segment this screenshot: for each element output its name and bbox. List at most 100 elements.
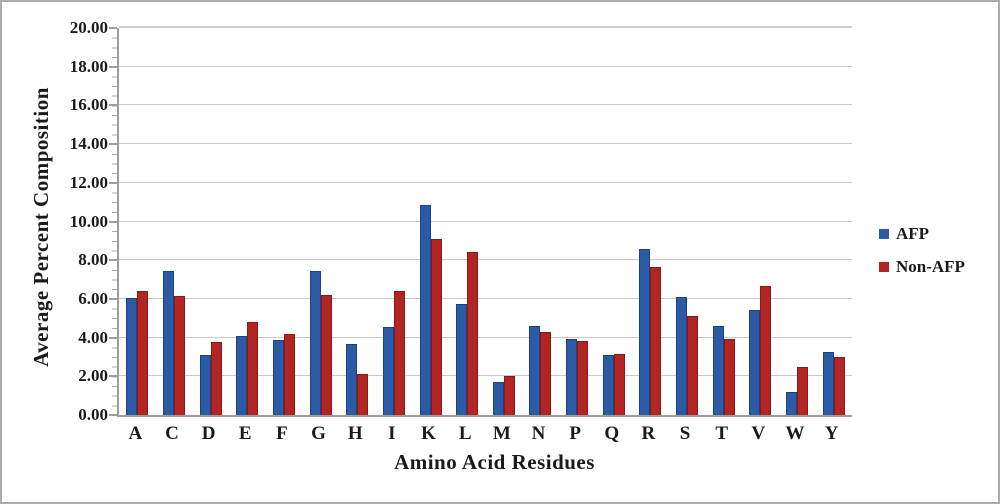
y-major-tick [109, 65, 117, 68]
gridline-16.00 [119, 104, 852, 106]
y-tick-label-0.00: 0.00 [78, 405, 108, 424]
x-tick-label-D: D [201, 423, 216, 444]
y-major-tick [109, 143, 117, 146]
legend-item-nonafp: Non-AFP [879, 257, 965, 277]
bar-afp-Q [602, 355, 614, 415]
bar-non-afp-I [393, 291, 405, 415]
bar-afp-R [639, 248, 651, 415]
bar-non-afp-H [357, 374, 369, 415]
y-major-tick [109, 297, 117, 300]
gridline-10.00 [119, 220, 852, 222]
x-tick-label-L: L [458, 423, 472, 444]
bar-afp-K [419, 205, 431, 415]
bar-non-afp-D [210, 342, 222, 415]
y-tick-label-20.00: 20.00 [69, 18, 108, 37]
bar-afp-F [272, 339, 284, 415]
bar-afp-E [236, 335, 248, 415]
bar-afp-L [456, 303, 468, 415]
bar-afp-C [162, 270, 174, 415]
y-tick-label-10.00: 10.00 [69, 211, 108, 231]
bar-non-afp-W [797, 366, 809, 415]
bar-afp-H [346, 344, 358, 415]
legend-item-afp: AFP [879, 224, 965, 244]
bar-afp-T [712, 326, 724, 415]
x-tick-label-Y: Y [824, 423, 839, 444]
x-tick-label-H: H [347, 423, 363, 444]
x-tick-label-R: R [641, 423, 656, 444]
x-tick-label-S: S [679, 423, 691, 444]
bar-afp-Y [822, 352, 834, 415]
x-tick-label-A: A [128, 423, 143, 444]
x-tick-label-C: C [165, 423, 179, 444]
x-tick-label-P: P [569, 423, 581, 444]
bar-afp-V [749, 309, 761, 415]
y-tick-label-6.00: 6.00 [78, 288, 108, 308]
bar-non-afp-E [247, 322, 259, 415]
bar-afp-S [676, 296, 688, 415]
bar-non-afp-G [320, 295, 332, 415]
y-major-tick [109, 27, 117, 29]
bar-afp-G [309, 270, 321, 415]
y-tick-label-12.00: 12.00 [69, 172, 108, 192]
bar-afp-N [529, 326, 541, 415]
bar-non-afp-A [137, 291, 149, 415]
x-axis-title: Amino Acid Residues [394, 450, 595, 474]
bar-afp-D [199, 355, 211, 415]
y-major-tick [109, 259, 117, 262]
legend-label-nonafp: Non-AFP [896, 257, 965, 276]
bar-afp-W [786, 391, 798, 415]
nonafp-swatch-icon [879, 262, 889, 272]
bar-non-afp-S [687, 316, 699, 415]
bar-afp-A [126, 297, 138, 415]
x-tick-label-V: V [751, 423, 766, 444]
y-tick-label-2.00: 2.00 [78, 366, 108, 386]
gridline-4.00 [119, 336, 852, 338]
y-tick-label-8.00: 8.00 [78, 250, 108, 270]
gridline-8.00 [119, 259, 852, 261]
bar-non-afp-N [540, 331, 552, 415]
bar-non-afp-Y [833, 356, 845, 415]
bar-non-afp-P [577, 340, 589, 415]
legend-label-afp: AFP [896, 224, 930, 243]
bar-non-afp-Q [613, 354, 625, 415]
x-tick-label-N: N [531, 423, 546, 444]
bar-afp-P [566, 338, 578, 415]
x-tick-label-K: K [421, 423, 436, 444]
y-major-tick [109, 336, 117, 339]
y-tick-label-4.00: 4.00 [78, 327, 108, 347]
x-tick-label-E: E [238, 423, 252, 444]
gridline-12.00 [119, 181, 852, 183]
bar-non-afp-K [430, 238, 442, 415]
y-major-tick [109, 414, 117, 416]
y-major-tick [109, 375, 117, 378]
bar-non-afp-C [173, 296, 185, 415]
gridline-20.00 [119, 26, 852, 28]
legend: AFP Non-AFP [879, 224, 965, 277]
bar-non-afp-T [723, 338, 735, 415]
y-tick-label-18.00: 18.00 [69, 56, 108, 76]
bar-non-afp-V [760, 286, 772, 415]
y-tick-label-16.00: 16.00 [69, 95, 108, 115]
x-tick-label-G: G [311, 423, 326, 444]
x-tick-label-W: W [785, 423, 805, 444]
x-tick-label-T: T [715, 423, 729, 444]
x-tick-label-F: F [276, 423, 288, 444]
x-tick-label-Q: Q [604, 423, 620, 444]
afp-swatch-icon [879, 229, 889, 239]
gridline-6.00 [119, 297, 852, 299]
x-tick-label-I: I [388, 423, 396, 444]
gridline-2.00 [119, 375, 852, 377]
y-tick-label-14.00: 14.00 [69, 134, 108, 154]
bar-non-afp-M [503, 376, 515, 415]
bar-non-afp-L [467, 251, 479, 415]
y-major-tick [109, 181, 117, 184]
gridline-14.00 [119, 143, 852, 145]
bar-non-afp-F [283, 333, 295, 415]
bar-afp-I [382, 326, 394, 415]
bar-afp-M [492, 382, 504, 415]
bar-non-afp-R [650, 266, 662, 415]
x-tick-label-M: M [492, 423, 511, 444]
gridline-18.00 [119, 65, 852, 67]
plot-area [117, 26, 852, 417]
